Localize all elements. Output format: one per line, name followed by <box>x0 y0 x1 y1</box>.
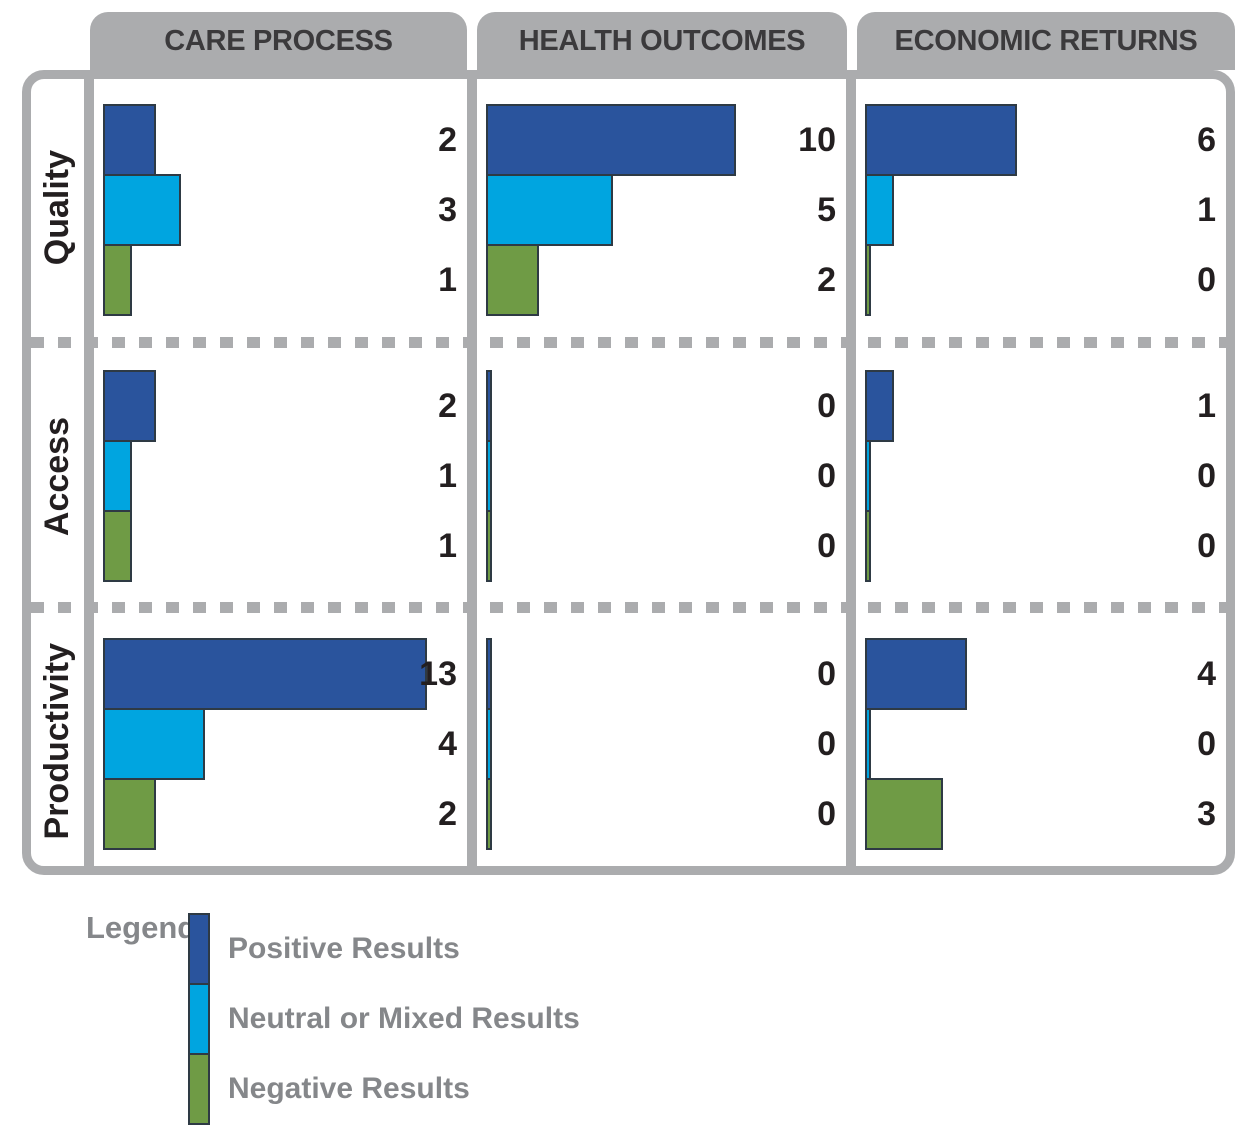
legend-swatch-neutral-or-mixed-results <box>188 983 210 1055</box>
value-label: 3 <box>438 190 457 229</box>
row-label-text: Quality <box>38 150 76 266</box>
legend-title: Legend <box>86 910 197 945</box>
bar-negative-results <box>486 510 492 582</box>
bar-positive-results <box>486 638 492 710</box>
cell-access-care-process: 2 1 1 <box>94 352 467 602</box>
bar-positive-results <box>865 370 894 442</box>
value-label: 2 <box>438 386 457 425</box>
column-header-economic-returns: ECONOMIC RETURNS <box>857 12 1235 70</box>
row-label-access: Access <box>31 352 84 602</box>
column-header-label: ECONOMIC RETURNS <box>894 24 1198 57</box>
vertical-divider <box>84 79 94 866</box>
value-label: 1 <box>1197 386 1216 425</box>
legend-swatches <box>188 913 210 1127</box>
value-label: 0 <box>1197 526 1216 565</box>
bar-negative-results <box>103 244 132 316</box>
cell-productivity-care-process: 13 4 2 <box>94 617 467 866</box>
legend-label-neutral-or-mixed-results: Neutral or Mixed Results <box>228 1002 580 1035</box>
bar-neutral-or-mixed-results <box>486 440 492 512</box>
cell-productivity-health-outcomes: 0 0 0 <box>477 617 846 866</box>
cell-quality-economic-returns: 6 1 0 <box>856 79 1226 337</box>
cell-quality-health-outcomes: 10 5 2 <box>477 79 846 337</box>
legend-labels: Positive Results Neutral or Mixed Results… <box>228 913 728 1127</box>
row-label-text: Productivity <box>38 643 76 840</box>
value-label: 4 <box>1197 654 1216 693</box>
cell-productivity-economic-returns: 4 0 3 <box>856 617 1226 866</box>
row-separator-dashed <box>31 602 1226 613</box>
bar-neutral-or-mixed-results <box>486 708 492 780</box>
bar-positive-results <box>486 104 736 176</box>
value-label: 0 <box>817 654 836 693</box>
row-label-text: Access <box>38 417 76 537</box>
row-label-quality: Quality <box>31 79 84 337</box>
value-label: 0 <box>817 386 836 425</box>
vertical-divider <box>846 79 856 866</box>
bar-negative-results <box>103 510 132 582</box>
value-label: 2 <box>438 120 457 159</box>
bar-positive-results <box>103 638 427 710</box>
row-separator-dashed <box>31 337 1226 348</box>
bar-negative-results <box>865 244 871 316</box>
legend-label-negative-results: Negative Results <box>228 1072 470 1105</box>
value-label: 0 <box>1197 724 1216 763</box>
value-label: 0 <box>817 456 836 495</box>
value-label: 2 <box>817 260 836 299</box>
value-label: 0 <box>1197 260 1216 299</box>
bar-negative-results <box>103 778 157 850</box>
bar-negative-results <box>486 244 540 316</box>
bar-neutral-or-mixed-results <box>486 174 613 246</box>
legend-label-positive-results: Positive Results <box>228 932 460 965</box>
legend-swatch-negative-results <box>188 1053 210 1125</box>
bar-positive-results <box>865 104 1017 176</box>
value-label: 1 <box>438 526 457 565</box>
value-label: 5 <box>817 190 836 229</box>
value-label: 0 <box>817 526 836 565</box>
vertical-divider <box>467 79 477 866</box>
column-header-label: CARE PROCESS <box>164 24 393 57</box>
bar-positive-results <box>486 370 492 442</box>
value-label: 13 <box>419 654 457 693</box>
value-label: 1 <box>438 260 457 299</box>
bar-negative-results <box>486 778 492 850</box>
cell-quality-care-process: 2 3 1 <box>94 79 467 337</box>
legend-swatch-positive-results <box>188 913 210 985</box>
row-label-productivity: Productivity <box>31 617 84 866</box>
value-label: 0 <box>1197 456 1216 495</box>
bar-neutral-or-mixed-results <box>865 174 894 246</box>
value-label: 2 <box>438 794 457 833</box>
column-header-health-outcomes: HEALTH OUTCOMES <box>477 12 847 70</box>
bar-neutral-or-mixed-results <box>103 708 206 780</box>
value-label: 0 <box>817 724 836 763</box>
bar-negative-results <box>865 778 943 850</box>
bar-neutral-or-mixed-results <box>103 440 132 512</box>
bar-neutral-or-mixed-results <box>103 174 181 246</box>
cell-access-economic-returns: 1 0 0 <box>856 352 1226 602</box>
cell-access-health-outcomes: 0 0 0 <box>477 352 846 602</box>
bar-neutral-or-mixed-results <box>865 440 871 512</box>
bar-negative-results <box>865 510 871 582</box>
value-label: 6 <box>1197 120 1216 159</box>
bar-positive-results <box>103 370 157 442</box>
value-label: 4 <box>438 724 457 763</box>
column-header-care-process: CARE PROCESS <box>90 12 467 70</box>
bar-positive-results <box>865 638 968 710</box>
column-header-label: HEALTH OUTCOMES <box>518 24 806 57</box>
value-label: 0 <box>817 794 836 833</box>
value-label: 10 <box>798 120 836 159</box>
value-label: 3 <box>1197 794 1216 833</box>
value-label: 1 <box>438 456 457 495</box>
bar-positive-results <box>103 104 157 176</box>
value-label: 1 <box>1197 190 1216 229</box>
bar-neutral-or-mixed-results <box>865 708 871 780</box>
